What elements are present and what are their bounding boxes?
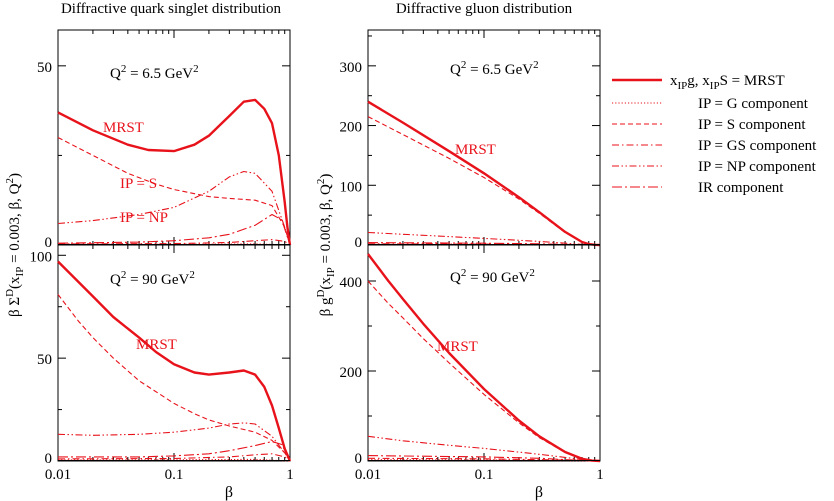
legend-label-0: IP = G component bbox=[698, 96, 809, 112]
quark_top-series-ip-np-component bbox=[57, 170, 291, 246]
quark_top-series-ir-component bbox=[57, 213, 291, 246]
gluon_bottom-ytick-label: 400 bbox=[340, 275, 363, 291]
gluon_bottom-ytick-label: 200 bbox=[340, 365, 363, 381]
quark-ylabel: β ΣD(xIP = 0.003, β, Q2) bbox=[4, 173, 26, 317]
quark_top-annotation: MRST bbox=[103, 120, 144, 136]
gluon_bottom-series-ip-s-component bbox=[367, 280, 601, 462]
quark_bottom-series-mrst bbox=[57, 260, 292, 462]
legend-label-3: IP = NP component bbox=[698, 159, 817, 175]
quark_top-ytick-label: 0 bbox=[45, 235, 53, 251]
gluon_bottom-panel bbox=[367, 244, 601, 463]
gluon_top-ytick-label: 0 bbox=[355, 235, 363, 251]
legend-label-1: IP = S component bbox=[698, 117, 806, 133]
gluon_top-series-ip-s-component bbox=[367, 116, 601, 246]
gluon_bottom-xtick-label: 0.1 bbox=[475, 467, 494, 483]
quark_top-series-mrst bbox=[57, 98, 292, 246]
quark_bottom-series-ip-gs-component bbox=[57, 453, 291, 462]
gluon_top-q2-label: Q2 = 6.5 GeV2 bbox=[450, 59, 539, 78]
legend-label-2: IP = GS component bbox=[698, 138, 817, 154]
gluon_bottom-xtick-label: 0.01 bbox=[355, 467, 381, 483]
quark_top-title: Diffractive quark singlet distribution bbox=[61, 1, 282, 17]
legend-label-4: IR component bbox=[698, 180, 784, 196]
gluon_top-title: Diffractive gluon distribution bbox=[396, 1, 573, 17]
quark_top-q2-label: Q2 = 6.5 GeV2 bbox=[110, 63, 199, 82]
gluon_bottom-annotation: MRST bbox=[437, 339, 478, 355]
quark_top-series-ip-s-component bbox=[57, 137, 291, 246]
gluon_top-ytick-label: 300 bbox=[340, 60, 363, 76]
quark_bottom-series-ip-np-component bbox=[57, 422, 291, 462]
quark_bottom-xtick-label: 0.01 bbox=[45, 467, 71, 483]
gluon_bottom-xlabel: β bbox=[535, 484, 543, 501]
gluon_top-series-mrst bbox=[367, 100, 601, 247]
quark_bottom-ytick-label: 50 bbox=[37, 352, 52, 368]
quark_bottom-xlabel: β bbox=[225, 484, 233, 501]
gluon_top-annotation: MRST bbox=[455, 142, 496, 158]
quark_top-series-ip-gs-component bbox=[57, 239, 291, 246]
quark_bottom-ytick-label: 100 bbox=[30, 249, 53, 265]
quark_top-annotation: IP = S bbox=[120, 176, 157, 192]
gluon_bottom-series-ip-np-component bbox=[367, 435, 601, 462]
quark_top-annotation: IP = NP bbox=[120, 210, 168, 226]
quark_bottom-xtick-label: 0.1 bbox=[165, 467, 184, 483]
legend: xIPg, xIPS = MRST bbox=[612, 73, 785, 188]
legend-label-mrst: xIPg, xIPS = MRST bbox=[670, 73, 785, 92]
quark_bottom-xtick-label: 1 bbox=[286, 467, 294, 483]
gluon_top-ytick-label: 100 bbox=[340, 179, 363, 195]
quark_top-panel bbox=[57, 29, 292, 246]
quark_top-ytick-label: 50 bbox=[37, 60, 52, 76]
quark_bottom-series-ip-s-component bbox=[57, 294, 291, 462]
quark_bottom-annotation: MRST bbox=[136, 337, 177, 353]
gluon_top-ytick-label: 200 bbox=[340, 120, 363, 136]
quark_bottom-q2-label: Q2 = 90 GeV2 bbox=[110, 269, 195, 288]
quark_bottom-series-ir-component bbox=[58, 440, 291, 462]
gluon-ylabel: β gD(xIP = 0.003, β, Q2) bbox=[315, 174, 337, 317]
quark_bottom-panel bbox=[57, 244, 292, 462]
quark_bottom-ytick-label: 0 bbox=[45, 451, 53, 467]
gluon_bottom-q2-label: Q2 = 90 GeV2 bbox=[450, 267, 535, 286]
gluon_bottom-series-ip-gs-component bbox=[367, 457, 601, 462]
gluon_bottom-ytick-label: 0 bbox=[355, 451, 363, 467]
quark_top-frame bbox=[57, 29, 291, 246]
gluon_bottom-xtick-label: 1 bbox=[596, 467, 604, 483]
